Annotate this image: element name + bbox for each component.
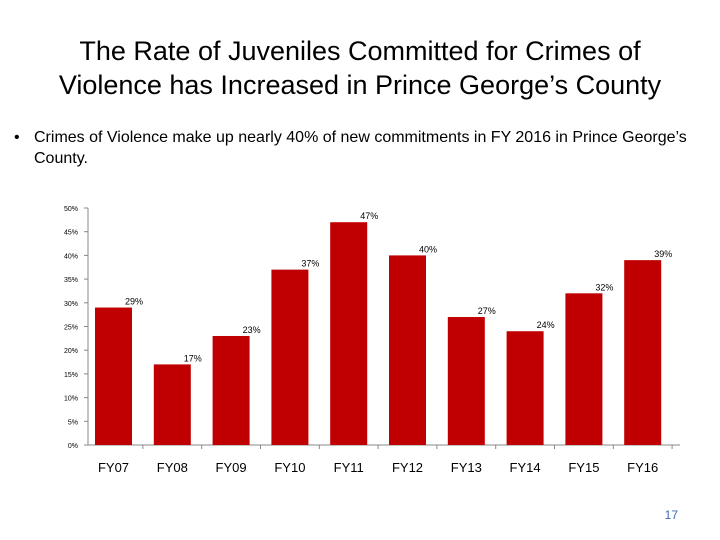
page-number: 17 <box>664 508 678 522</box>
bar-fy11 <box>330 222 368 445</box>
y-tick-label: 15% <box>64 372 78 379</box>
data-label: 39% <box>654 249 672 259</box>
data-label: 24% <box>537 320 555 330</box>
data-label: 29% <box>125 297 143 307</box>
y-tick-label: 5% <box>68 419 78 426</box>
bar-fy13 <box>447 317 485 445</box>
x-tick-label: FY08 <box>157 460 188 475</box>
data-label: 32% <box>595 282 613 292</box>
y-tick-label: 40% <box>64 253 78 260</box>
bar-chart: 0% 5% 10% 15% 20% 25% 30% 35% 40% 45% 50% FY07 29% FY… <box>64 206 680 475</box>
data-label: 17% <box>184 353 202 363</box>
title-line-2: Violence has Increased in Prince George’… <box>58 70 662 100</box>
x-tick-label: FY10 <box>274 460 305 475</box>
x-tick-label: FY15 <box>568 460 599 475</box>
bar-fy07 <box>95 307 132 445</box>
bar-fy15 <box>565 293 603 445</box>
y-tick-label: 45% <box>64 230 78 237</box>
bar-fy10 <box>271 269 309 445</box>
data-label: 23% <box>243 325 261 335</box>
y-tick-label: 50% <box>64 206 78 213</box>
x-tick-label: FY14 <box>510 460 541 475</box>
bullet-point: • Crimes of Violence make up nearly 40% … <box>14 127 704 169</box>
bar-fy16 <box>624 260 662 445</box>
y-tick-label: 30% <box>64 301 78 308</box>
bullet-icon: • <box>14 129 20 146</box>
bar-fy12 <box>389 255 426 445</box>
x-tick-label: FY16 <box>627 460 658 475</box>
title-line-1: The Rate of Juveniles Committed for Crim… <box>79 36 641 66</box>
data-label: 40% <box>419 244 437 254</box>
data-label: 27% <box>478 306 496 316</box>
y-tick-label: 25% <box>64 325 78 332</box>
y-tick-label: 0% <box>68 443 78 450</box>
y-tick-label: 20% <box>64 348 78 355</box>
y-tick-label: 10% <box>64 396 78 403</box>
bar-fy14 <box>506 331 544 445</box>
bar-fy09 <box>212 335 250 445</box>
y-tick-label: 35% <box>64 277 78 284</box>
bar-fy08 <box>153 364 191 445</box>
slide-title: The Rate of Juveniles Committed for Crim… <box>30 34 690 102</box>
x-tick-label: FY13 <box>451 460 482 475</box>
x-tick-label: FY11 <box>334 460 364 475</box>
x-tick-label: FY09 <box>216 460 247 475</box>
x-tick-label: FY12 <box>392 460 423 475</box>
bullet-text: Crimes of Violence make up nearly 40% of… <box>34 129 687 167</box>
x-tick-label: FY07 <box>98 460 129 475</box>
data-label: 37% <box>301 259 319 269</box>
data-label: 47% <box>360 211 378 221</box>
